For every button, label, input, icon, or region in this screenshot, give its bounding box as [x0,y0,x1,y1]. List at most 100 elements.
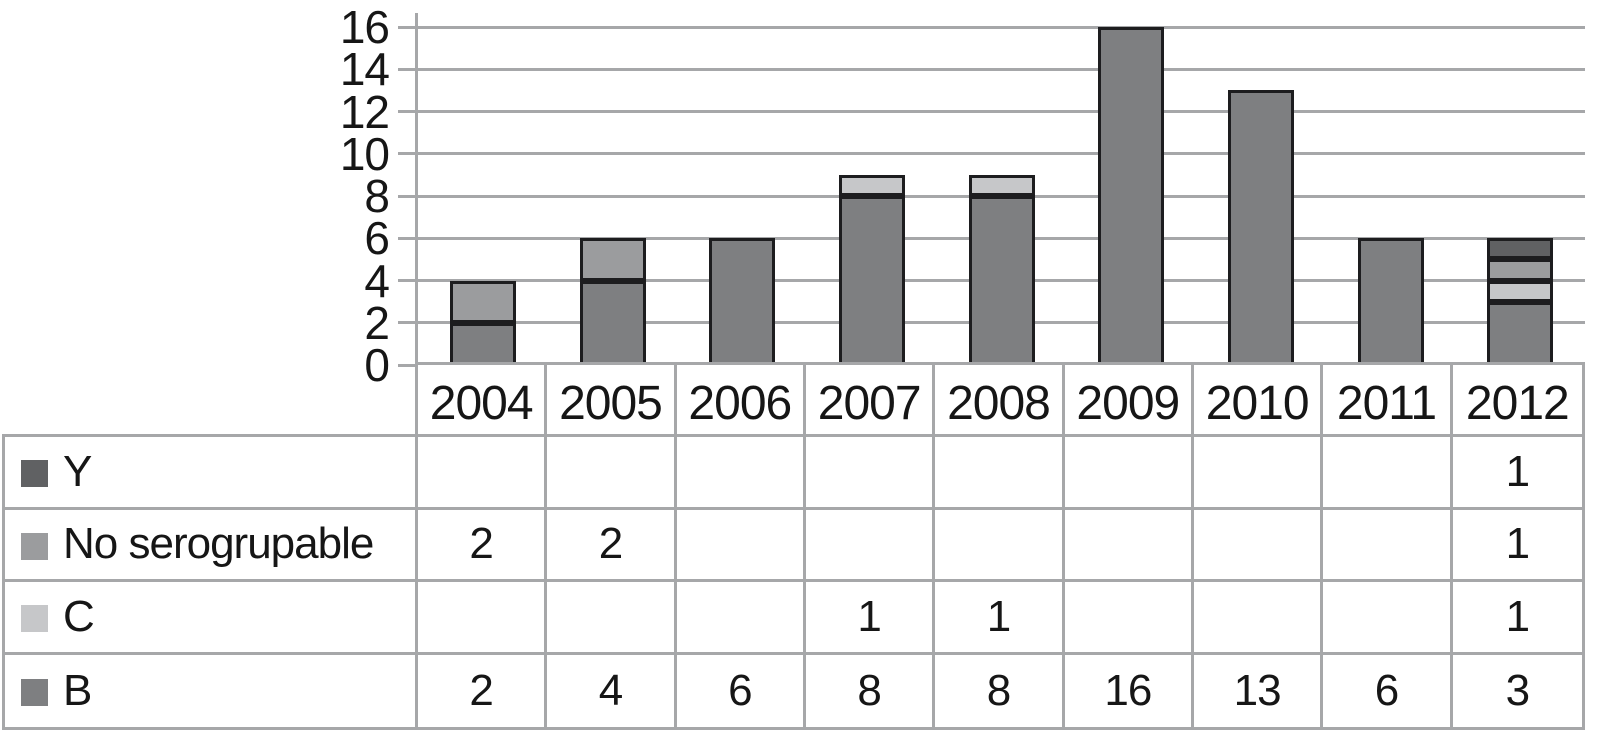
table-value-cell [676,437,806,510]
bar-2011 [1357,238,1424,365]
gridline-y-10 [418,152,1585,156]
legend-row-label-b: B [5,654,418,727]
year-header-cell: 2007 [805,365,936,434]
table-value-cell: 1 [1452,510,1582,582]
bar-segment-b-2005 [579,280,646,365]
y-axis: 0 2 4 6 8 10 12 14 16 [0,4,415,388]
table-value-cell: 2 [418,509,548,582]
bar-segment-no-serogrupable-2004 [449,280,516,323]
table-value-cell [676,582,806,655]
y-axis-label: 2 [364,296,390,349]
table-value-cell: 1 [1452,582,1582,655]
year-header-cell: 2008 [935,365,1065,434]
bar-segment-no-serogrupable-2005 [579,238,646,281]
legend-label-text: No serogrupable [63,519,374,569]
y-axis-label: 0 [364,339,390,391]
y-axis-tick [398,194,415,198]
gridline-y-14 [418,67,1585,71]
bar-segment-b-2006 [709,238,776,365]
table-value-cell [1323,582,1453,655]
table-value-cell: 8 [935,654,1065,727]
table-value-cell: 6 [677,654,806,727]
table-value-cell: 1 [805,582,936,655]
legend-row-label-c: C [5,582,418,655]
year-header-cell: 2010 [1193,365,1324,434]
table-value-cell [1193,509,1324,582]
y-axis-tick [398,236,415,240]
bar-2004 [449,280,516,365]
y-axis-label: 14 [339,43,390,96]
table-value-cell [1064,437,1194,510]
table-value-cell: 8 [806,654,936,727]
bar-segment-b-2012 [1487,301,1554,365]
table-value-cell [935,437,1065,510]
table-value-cell [418,437,548,510]
table-value-cell: 16 [1065,654,1194,727]
table-value-cell: 2 [547,509,677,582]
bar-2006 [709,238,776,365]
y-axis-label: 10 [339,127,390,180]
bar-2010 [1227,90,1294,365]
table-value-cell [1323,437,1453,510]
year-header-cell: 2009 [1064,365,1194,434]
y-axis-tick [398,110,415,113]
bar-segment-c-2012 [1487,280,1554,302]
y-axis-tick [398,152,415,156]
y-axis-label: 6 [364,212,390,265]
bar-2007 [838,174,905,365]
legend-row-label-no-serogrupable: No serogrupable [5,509,418,582]
legend-swatch [21,679,48,707]
y-axis-tick [398,363,415,367]
year-header-cell: 2004 [418,365,548,434]
legend-swatch [21,460,48,488]
bar-segment-c-2007 [838,174,905,196]
bar-segment-b-2011 [1357,238,1424,365]
table-value-cell: 2 [418,654,548,727]
table-value-cell [935,509,1065,582]
bar-segment-y-2012 [1487,238,1554,260]
y-axis-tick [398,279,415,282]
y-axis-label: 4 [364,254,390,307]
table-value-cell: 4 [547,654,677,727]
table-value-cell [547,437,677,510]
table-value-cell [805,509,936,582]
table-value-cell [1064,509,1194,582]
bar-2009 [1098,27,1165,365]
legend-label-text: B [63,665,92,715]
legend-label-text: Y [63,446,92,496]
bar-2008 [968,174,1035,365]
bar-segment-b-2007 [838,196,905,365]
table-value-cell: 1 [1452,437,1582,510]
y-axis-tick [398,25,415,29]
table-value-cell [418,582,548,655]
bar-segment-b-2010 [1227,90,1294,365]
bar-2005 [579,238,646,365]
table-value-cell [1193,437,1324,510]
bar-segment-b-2008 [968,196,1035,365]
year-header-cell: 2006 [676,365,806,434]
y-axis-tick [398,67,415,71]
table-value-cell [547,582,677,655]
plot-area [418,25,1585,365]
legend-label-text: C [63,591,95,641]
y-axis-tick [398,321,415,325]
y-axis-label: 8 [364,170,390,222]
table-value-cell [1064,582,1194,655]
bar-segment-b-2004 [449,322,516,365]
bar-segment-c-2008 [968,174,1035,196]
year-header-cell: 2005 [547,365,677,434]
gridline-y-12 [418,110,1585,113]
y-axis-label: 16 [339,1,390,53]
bar-2012 [1487,238,1554,365]
table-value-cell [676,509,806,582]
y-axis-line [415,13,418,365]
table-value-cell [805,437,936,510]
legend-swatch [21,605,48,633]
bar-segment-b-2009 [1098,27,1165,365]
bar-segment-no-serogrupable-2012 [1487,259,1554,281]
x-axis-year-header-row: 2004 2005 2006 2007 2008 2009 2010 2011 2012 [415,362,1585,434]
table-value-cell [1323,509,1453,582]
table-value-cell: 13 [1194,654,1324,727]
legend-data-table: Y 1 No serogrupable 2 2 1 C 1 1 1 B 2 4 6 8 8 16 13 6 3 [2,434,1585,730]
